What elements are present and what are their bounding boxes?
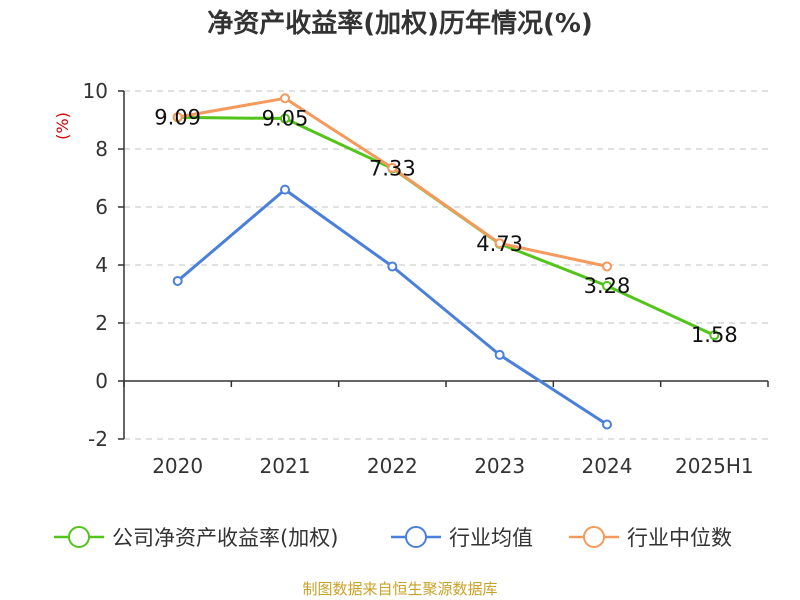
chart-title: 净资产收益率(加权)历年情况(%) (207, 8, 593, 39)
legend-label: 行业均值 (449, 526, 533, 550)
legend-label: 行业中位数 (627, 526, 732, 550)
axes: -2 0 2 4 6 8 10 2020 2021 2022 2023 2024 2025H1 (83, 79, 769, 478)
legend-item: 公司净资产收益率(加权) (54, 526, 338, 550)
y-tick-label: 8 (95, 137, 108, 161)
data-label: 3.28 (584, 274, 631, 298)
x-tick-label: 2020 (152, 454, 203, 478)
data-label: 9.09 (154, 105, 201, 129)
data-point (280, 93, 290, 104)
legend-item: 行业中位数 (569, 526, 732, 550)
data-point (387, 162, 398, 173)
x-tick-label: 2025H1 (675, 454, 754, 478)
data-point (280, 184, 290, 195)
series-line (176, 188, 608, 426)
y-tick-label: 0 (95, 369, 108, 393)
data-point (172, 112, 183, 123)
series-lines (172, 93, 720, 430)
data-label: 9.05 (262, 107, 309, 131)
data-label: 1.58 (691, 323, 738, 347)
legend-item: 行业均值 (391, 526, 533, 550)
x-tick-label: 2022 (367, 454, 418, 478)
data-point (172, 275, 183, 286)
y-tick-label: 6 (95, 195, 108, 219)
data-point (709, 330, 720, 341)
data-label: 4.73 (476, 232, 523, 256)
data-point (602, 419, 612, 430)
data-point (494, 349, 505, 360)
y-tick-label: -2 (88, 427, 108, 451)
data-point (280, 113, 290, 124)
legend-circle-icon (68, 526, 90, 548)
legend-circle-icon (405, 526, 427, 548)
x-tick-label: 2023 (474, 454, 525, 478)
series-0 (172, 112, 720, 341)
series-1 (172, 184, 612, 430)
data-point (387, 261, 398, 272)
data-point (602, 280, 612, 291)
legend: 公司净资产收益率(加权) 行业均值 行业中位数 (54, 526, 732, 550)
y-tick-label: 2 (95, 311, 108, 335)
y-axis-label: (%) (53, 112, 72, 140)
series-2 (172, 93, 612, 272)
data-labels: 9.09 9.05 7.33 4.73 3.28 1.58 (154, 105, 737, 347)
y-tick-label: 4 (95, 253, 108, 277)
series-line (177, 96, 608, 268)
data-point (602, 261, 612, 272)
data-point (494, 238, 505, 249)
data-label: 7.33 (369, 156, 416, 180)
x-tick-label: 2021 (260, 454, 311, 478)
y-tick-label: 10 (83, 79, 108, 103)
x-tick-label: 2024 (582, 454, 633, 478)
series-line (177, 115, 715, 337)
legend-label: 公司净资产收益率(加权) (112, 526, 338, 550)
source-note: 制图数据来自恒生聚源数据库 (302, 580, 497, 598)
legend-circle-icon (583, 526, 605, 548)
